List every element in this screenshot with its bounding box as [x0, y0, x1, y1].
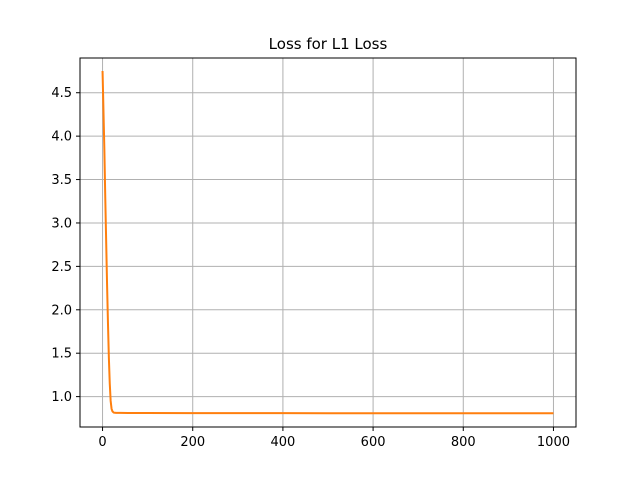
y-tick-label: 2.0	[51, 303, 72, 318]
x-tick-label: 400	[270, 435, 295, 450]
x-tick-label: 0	[98, 435, 106, 450]
y-tick-label: 4.5	[51, 86, 72, 101]
x-tick-label: 1000	[537, 435, 570, 450]
y-tick-label: 4.0	[51, 130, 72, 145]
grid	[80, 58, 576, 427]
plot-frame	[79, 57, 577, 428]
loss-line	[101, 70, 554, 415]
x-tick-label: 200	[180, 435, 205, 450]
y-tick-label: 2.5	[51, 260, 72, 275]
y-axis: 1.0 1.5 2.0 2.5 3.0 3.5 4.0 4.5	[51, 86, 80, 405]
series-group	[101, 70, 554, 415]
y-tick-label: 1.0	[51, 390, 72, 405]
x-tick-label: 600	[361, 435, 386, 450]
chart-title: Loss for L1 Loss	[269, 35, 388, 53]
x-tick-label: 800	[451, 435, 476, 450]
y-tick-label: 1.5	[51, 347, 72, 362]
x-axis: 0 200 400 600 800 1000	[98, 427, 570, 450]
y-tick-label: 3.5	[51, 173, 72, 188]
y-tick-label: 3.0	[51, 216, 72, 231]
